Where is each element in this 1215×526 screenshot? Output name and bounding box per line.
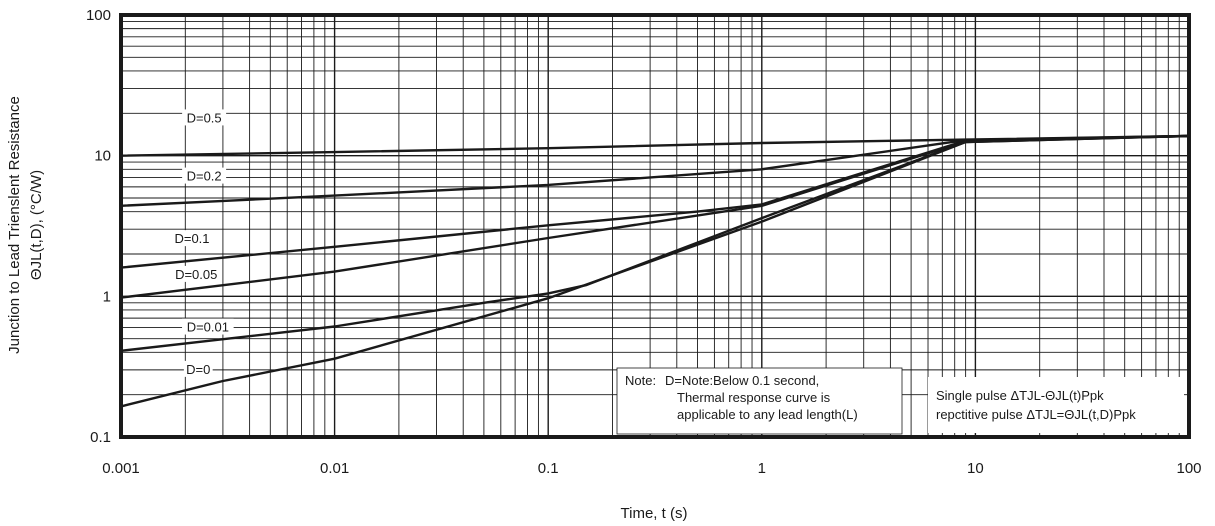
- note-line-3: applicable to any lead length(L): [677, 407, 858, 422]
- curve-label-background-d-0-2: [182, 167, 227, 184]
- series-line-d-0: [119, 134, 1191, 408]
- grid-minor-lines: [121, 15, 1189, 437]
- x-tick-label: 100: [1176, 460, 1201, 477]
- curve-label-d-0-01: D=0.01: [187, 320, 229, 335]
- x-tick-label: 10: [967, 460, 984, 477]
- note-box: Note: D=Note:Below 0.1 second, Thermal r…: [616, 367, 903, 435]
- x-tick-label: 1: [758, 460, 766, 477]
- pulse-line-1: Single pulse ΔTJL-ΘJL(t)Ppk: [936, 388, 1104, 403]
- x-tick-label: 0.01: [320, 460, 349, 477]
- curve-label-d-0-05: D=0.05: [175, 267, 217, 282]
- curve-label-background-d-0-1: [170, 230, 215, 247]
- x-axis-label: Time, t (s): [621, 505, 688, 522]
- series-lines: [119, 134, 1191, 408]
- series-line-d-0-05: [119, 134, 1191, 299]
- x-tick-labels: 0.001 0.01 0.1 1 10 100: [102, 460, 1201, 477]
- curve-labels: D=0.5 D=0.2 D=0.1 D=0.05 D=0.01 D=0: [170, 109, 234, 377]
- curve-label-d-0-2: D=0.2: [187, 169, 222, 184]
- curve-label-d-0-1: D=0.1: [174, 231, 209, 246]
- y-tick-label: 1: [103, 288, 111, 305]
- curve-label-d-0-5: D=0.5: [187, 110, 222, 125]
- curve-label-background-d-0-05: [170, 265, 223, 282]
- series-line-d-0-01: [119, 134, 1191, 352]
- y-axis-label-line-1: Junction to Lead Trienslent Resistance: [6, 96, 23, 354]
- pulse-box: Single pulse ΔTJL-ΘJL(t)Ppk repctitive p…: [928, 377, 1184, 433]
- curve-label-d-0: D=0: [186, 362, 210, 377]
- y-tick-label: 10: [94, 148, 111, 165]
- note-line-2: Thermal response curve is: [677, 390, 831, 405]
- y-axis-label-line-2: ΘJL(t,D), (°C/W): [28, 170, 45, 280]
- note-prefix: Note:: [625, 373, 656, 388]
- y-tick-label: 0.1: [90, 429, 111, 446]
- y-tick-label: 100: [86, 7, 111, 24]
- x-tick-label: 0.001: [102, 460, 140, 477]
- note-line-1: D=Note:Below 0.1 second,: [665, 373, 819, 388]
- pulse-box-background: [928, 377, 1184, 433]
- curve-label-background-d-0: [183, 360, 213, 377]
- pulse-line-2: repctitive pulse ΔTJL=ΘJL(t,D)Ppk: [936, 407, 1136, 422]
- curve-label-background-d-0-5: [182, 109, 227, 126]
- curve-label-background-d-0-01: [182, 318, 234, 335]
- x-tick-label: 0.1: [538, 460, 559, 477]
- y-tick-labels: 0.1 1 10 100: [86, 7, 111, 446]
- plot-frame: [119, 13, 1191, 439]
- note-box-background: [616, 367, 903, 435]
